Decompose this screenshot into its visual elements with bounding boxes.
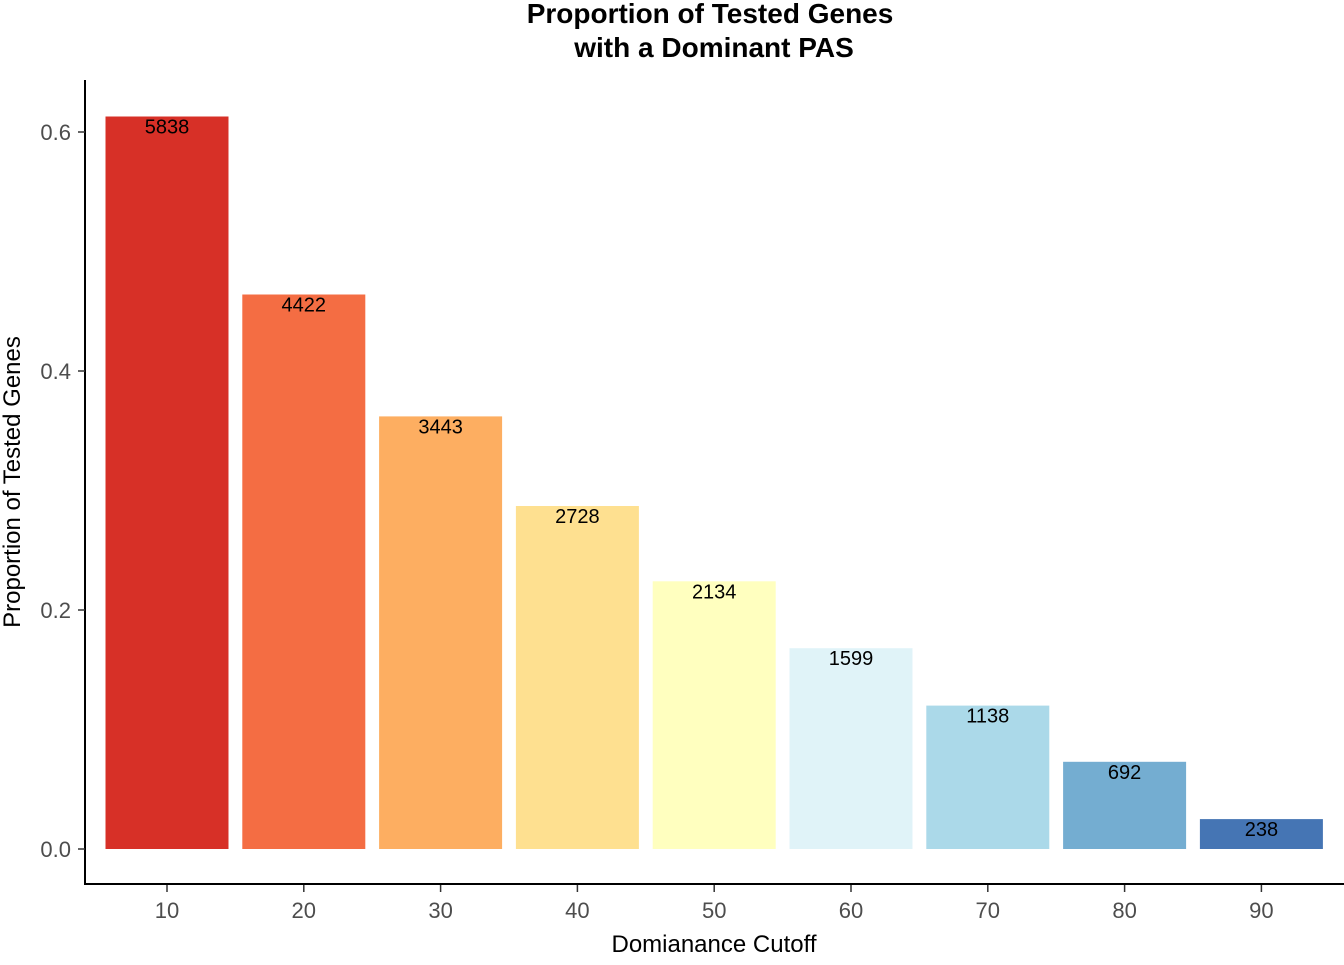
bar-60 — [789, 648, 913, 849]
bar-30 — [379, 416, 503, 849]
x-ticks-group: 10 20 30 40 50 60 70 80 90 — [155, 885, 1274, 923]
x-tick-label: 30 — [428, 898, 452, 923]
y-tick-label: 0.4 — [40, 359, 71, 384]
bar-90 — [1199, 819, 1323, 849]
x-tick-label: 80 — [1112, 898, 1136, 923]
bar-40 — [515, 506, 639, 849]
bar-10 — [105, 116, 229, 849]
bar-70 — [926, 705, 1050, 849]
y-axis-title: Proportion of Tested Genes — [0, 336, 26, 628]
data-label-90: 238 — [1245, 819, 1278, 841]
data-label-80: 692 — [1108, 762, 1141, 784]
data-label-40: 2728 — [555, 506, 600, 528]
y-ticks-group: 0.0 0.2 0.4 0.6 — [40, 120, 85, 862]
data-label-60: 1599 — [829, 648, 874, 670]
x-tick-label: 90 — [1249, 898, 1273, 923]
y-tick-label: 0.2 — [40, 598, 71, 623]
data-label-10: 5838 — [145, 117, 190, 139]
data-labels-group: 5838 4422 3443 2728 2134 1599 1138 692 238 — [145, 117, 1278, 842]
x-tick-label: 50 — [702, 898, 726, 923]
x-tick-label: 60 — [839, 898, 863, 923]
bars-group — [105, 116, 1323, 849]
y-tick-label: 0.6 — [40, 120, 71, 145]
chart-title-line-2: with a Dominant PAS — [573, 32, 854, 63]
x-tick-label: 20 — [292, 898, 316, 923]
x-tick-label: 40 — [565, 898, 589, 923]
y-tick-label: 0.0 — [40, 837, 71, 862]
data-label-50: 2134 — [692, 581, 737, 603]
data-label-20: 4422 — [282, 295, 327, 317]
data-label-30: 3443 — [418, 416, 463, 438]
bar-50 — [652, 581, 776, 849]
chart-title-line-1: Proportion of Tested Genes — [527, 0, 894, 29]
data-label-70: 1138 — [966, 706, 1009, 728]
x-tick-label: 70 — [976, 898, 1000, 923]
bar-20 — [242, 294, 366, 849]
x-axis-title: Domianance Cutoff — [611, 931, 816, 958]
bar-80 — [1063, 761, 1187, 849]
x-tick-label: 10 — [155, 898, 179, 923]
